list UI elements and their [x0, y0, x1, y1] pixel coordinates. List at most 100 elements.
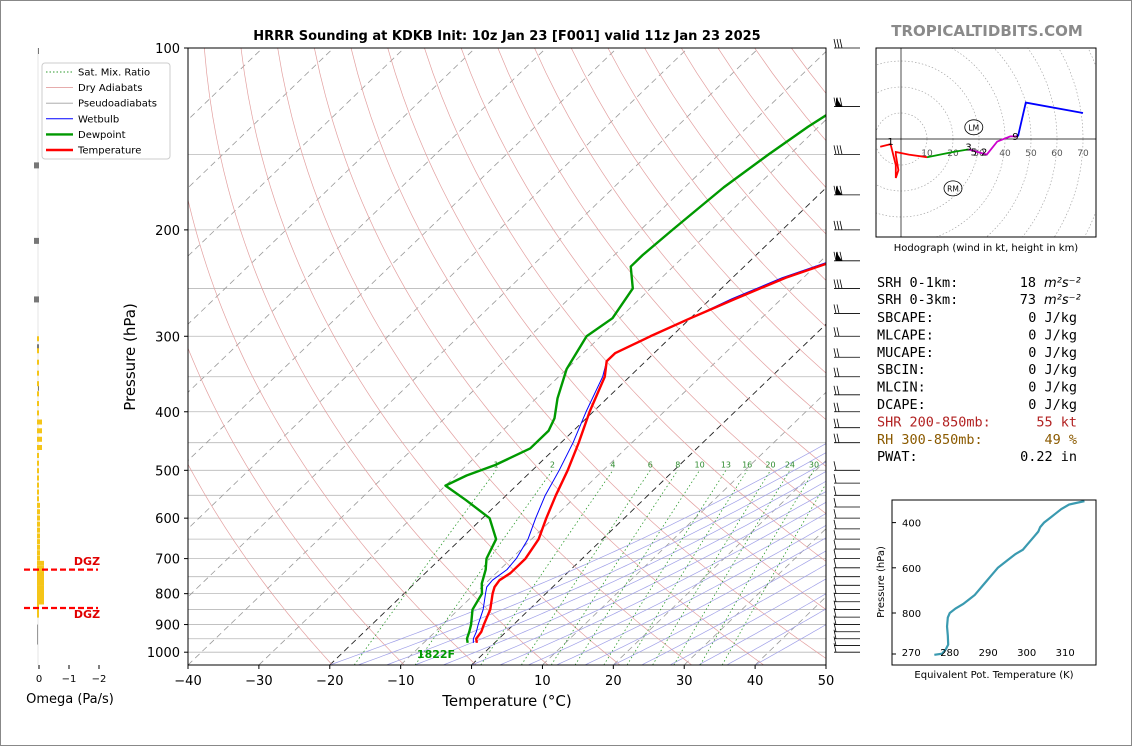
dry-adiabat-line [534, 48, 826, 421]
omega-bar [37, 482, 39, 488]
wind-barb [833, 622, 860, 633]
wind-barb [833, 304, 860, 314]
barb-feather [839, 97, 843, 107]
theta-e-x-tick: 270 [902, 648, 921, 659]
omega-bar [37, 475, 39, 481]
omega-bar [38, 384, 39, 391]
dewpoint-line [444, 113, 826, 644]
omega-bar [37, 344, 39, 351]
barb-feather [833, 629, 837, 639]
wind-barb [833, 418, 860, 429]
omega-bar [37, 336, 39, 342]
index-label: MUCAPE: [877, 345, 934, 361]
index-label: SHR 200-850mb: [877, 414, 991, 430]
y-tick-label: 700 [155, 553, 180, 568]
wind-barb [833, 539, 860, 550]
omega-bar [37, 585, 44, 591]
wind-barb [833, 643, 860, 653]
wind-barb [833, 486, 860, 496]
legend-entry: Sat. Mix. Ratio [78, 68, 150, 79]
dry-adiabat-line [424, 48, 826, 562]
barb-feather [833, 433, 837, 443]
x-axis-label: Temperature (°C) [441, 692, 571, 710]
wind-barbs [825, 38, 860, 665]
srh-unit: m²s⁻² [1044, 276, 1081, 291]
theta-e-ylabel: Pressure (hPa) [876, 546, 887, 618]
mixing-ratio-line [521, 470, 651, 665]
isotherm-line [188, 50, 826, 665]
omega-xlabel: Omega (Pa/s) [26, 692, 114, 707]
legend-entry: Dewpoint [78, 130, 126, 141]
wind-barb [833, 608, 860, 618]
omega-bar [37, 527, 40, 533]
omega-bar [37, 608, 39, 614]
x-tick-label: 30 [676, 674, 693, 689]
barb-feather [833, 549, 837, 559]
barb-feather [833, 497, 837, 508]
mixing-ratio-line [626, 470, 748, 665]
mixing-ratio-label: 20 [765, 460, 775, 469]
hodograph-bg [876, 48, 1096, 237]
wind-barb [833, 629, 860, 640]
pseudoadiabat-line [443, 480, 826, 665]
isotherm-line [258, 119, 826, 665]
isotherm-line [188, 48, 334, 189]
hodograph-trace [926, 148, 969, 159]
index-value: 0.22 in [1020, 449, 1077, 465]
hodograph-ring-label: 40 [999, 149, 1011, 159]
barb-feather [833, 327, 837, 337]
barb-feather [833, 38, 837, 49]
index-value: 0 J/kg [1028, 362, 1077, 378]
omega-bar [37, 544, 40, 550]
omega-bar [37, 612, 39, 618]
mixing-ratio-line [603, 470, 727, 665]
wind-barb [833, 509, 860, 519]
wind-barb [833, 549, 860, 560]
dry-adiabat-line [277, 48, 692, 665]
y-tick-label: 300 [155, 330, 180, 345]
hodograph: 10 20 30 40 50 60 70 1 35 2 9 LM RM Hodograph (wind … [875, 47, 1097, 254]
omega-bar [37, 428, 42, 434]
barb-feather [833, 636, 837, 646]
isotherm-line [188, 48, 405, 257]
x-tick-label: −30 [245, 674, 272, 689]
barb-pennant [836, 251, 842, 261]
barb-feather [836, 367, 840, 377]
index-label: PWAT: [877, 449, 918, 465]
isotherm-line [188, 48, 689, 530]
barb-feather [833, 220, 837, 230]
omega-bar [37, 359, 39, 365]
barb-feather [836, 348, 840, 358]
wind-barb [833, 530, 860, 540]
wind-barb [833, 38, 860, 49]
theta-e-plot: 270 280 290 300 310 400 600 800 Equivalent Pot.… [876, 499, 1097, 681]
dry-adiabat-line [188, 463, 333, 665]
dry-adiabat-line [607, 48, 826, 328]
dry-adiabat-line [240, 48, 621, 665]
wind-barb [833, 636, 860, 646]
barb-feather [833, 367, 837, 377]
barb-feather [833, 584, 837, 594]
omega-bar [37, 594, 44, 600]
pseudoadiabat-line [528, 513, 826, 665]
index-label: MLCIN: [877, 380, 926, 396]
surface-label: 1822F [417, 648, 455, 661]
hodograph-ring-label: 10 [921, 149, 933, 159]
brand-text: TROPICALTIDBITS.COM [891, 22, 1083, 40]
barb-feather [839, 251, 843, 261]
wind-barb [833, 220, 860, 231]
omega-bar [37, 515, 40, 521]
wind-barb [833, 402, 860, 413]
pseudoadiabat-line [613, 550, 826, 665]
index-value: 0 J/kg [1028, 310, 1077, 326]
y-tick-label: 600 [155, 512, 180, 527]
omega-bar [37, 580, 44, 586]
index-value: 0 J/kg [1028, 397, 1077, 413]
barb-feather [836, 385, 840, 395]
hodograph-height-label: 3 [965, 142, 971, 153]
mixing-ratio-label: 16 [742, 460, 752, 469]
pseudoadiabat-line [584, 537, 826, 665]
barb-feather [833, 567, 837, 577]
y-tick-label: 400 [155, 406, 180, 421]
